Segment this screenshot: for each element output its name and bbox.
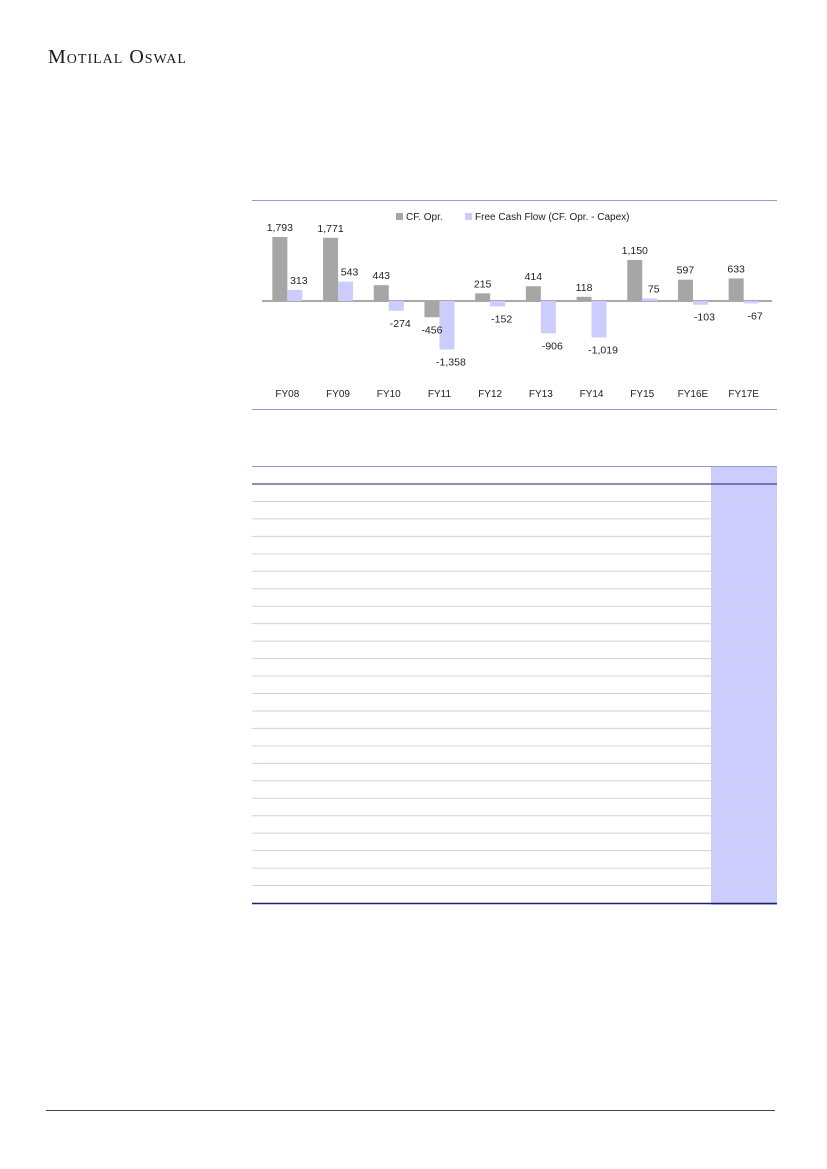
- category-label-fy15: FY15: [630, 389, 654, 400]
- label-cf-fy13: 414: [525, 271, 543, 283]
- bar-fcf-fy12: [490, 301, 506, 307]
- bar-fcf-fy14: [591, 301, 607, 338]
- label-fcf-fy16e: -103: [694, 312, 715, 324]
- label-fcf-fy11: -1,358: [436, 356, 466, 368]
- highlight-column: [711, 466, 777, 905]
- financial-table: [252, 466, 777, 905]
- bar-cf-fy10: [373, 285, 389, 301]
- category-label-fy13: FY13: [529, 389, 553, 400]
- category-label-fy16e: FY16E: [678, 389, 709, 400]
- label-fcf-fy17e: -67: [748, 310, 763, 322]
- bar-cf-fy16e: [677, 279, 693, 301]
- bar-fcf-fy16e: [692, 301, 708, 305]
- bar-cf-fy17e: [728, 278, 744, 301]
- legend-swatch-2: [465, 213, 472, 220]
- label-cf-fy12: 215: [474, 278, 492, 290]
- bar-cf-fy11: [424, 301, 440, 318]
- bar-cf-fy13: [525, 286, 541, 301]
- label-cf-fy16e: 597: [677, 265, 695, 277]
- label-fcf-fy10: -274: [390, 318, 411, 330]
- label-fcf-fy12: -152: [491, 313, 512, 325]
- legend-label-1: CF. Opr.: [406, 212, 443, 223]
- cash-flow-chart: CF. Opr. Free Cash Flow (CF. Opr. - Capex…: [252, 200, 777, 410]
- label-cf-fy08: 1,793: [267, 222, 293, 234]
- bar-fcf-fy17e: [743, 301, 759, 304]
- label-fcf-fy13: -906: [542, 340, 563, 352]
- bar-fcf-fy11: [439, 301, 455, 350]
- category-label-fy09: FY09: [326, 389, 350, 400]
- category-label-fy08: FY08: [275, 389, 299, 400]
- label-cf-fy17e: 633: [727, 263, 745, 275]
- legend-label-2: Free Cash Flow (CF. Opr. - Capex): [475, 212, 629, 223]
- brand-logo: Motilal Oswal: [48, 46, 187, 68]
- bar-cf-fy09: [323, 237, 339, 301]
- chart-svg: CF. Opr. Free Cash Flow (CF. Opr. - Capex…: [252, 200, 777, 410]
- category-label-fy11: FY11: [428, 389, 452, 400]
- label-cf-fy11: -456: [421, 324, 442, 336]
- legend-swatch-1: [396, 213, 403, 220]
- footer-rule: [46, 1110, 775, 1111]
- label-fcf-fy08: 313: [290, 275, 308, 287]
- category-label-fy17e: FY17E: [728, 389, 759, 400]
- bar-fcf-fy13: [540, 301, 556, 334]
- bar-cf-fy08: [272, 237, 288, 301]
- label-cf-fy15: 1,150: [622, 245, 648, 257]
- bar-fcf-fy10: [388, 301, 404, 311]
- bar-cf-fy12: [475, 293, 491, 301]
- bar-cf-fy15: [627, 259, 643, 301]
- bar-fcf-fy15: [642, 298, 658, 301]
- label-fcf-fy15: 75: [648, 283, 660, 295]
- label-cf-fy09: 1,771: [317, 223, 343, 235]
- category-label-fy12: FY12: [478, 389, 502, 400]
- label-cf-fy14: 118: [576, 282, 593, 294]
- label-fcf-fy09: 543: [341, 267, 359, 279]
- category-label-fy14: FY14: [580, 389, 604, 400]
- bar-fcf-fy08: [287, 289, 303, 301]
- bar-cf-fy14: [576, 296, 592, 301]
- label-fcf-fy14: -1,019: [588, 344, 618, 356]
- bar-fcf-fy09: [338, 281, 354, 301]
- category-label-fy10: FY10: [377, 389, 401, 400]
- table-svg: [252, 466, 777, 905]
- label-cf-fy10: 443: [372, 270, 390, 282]
